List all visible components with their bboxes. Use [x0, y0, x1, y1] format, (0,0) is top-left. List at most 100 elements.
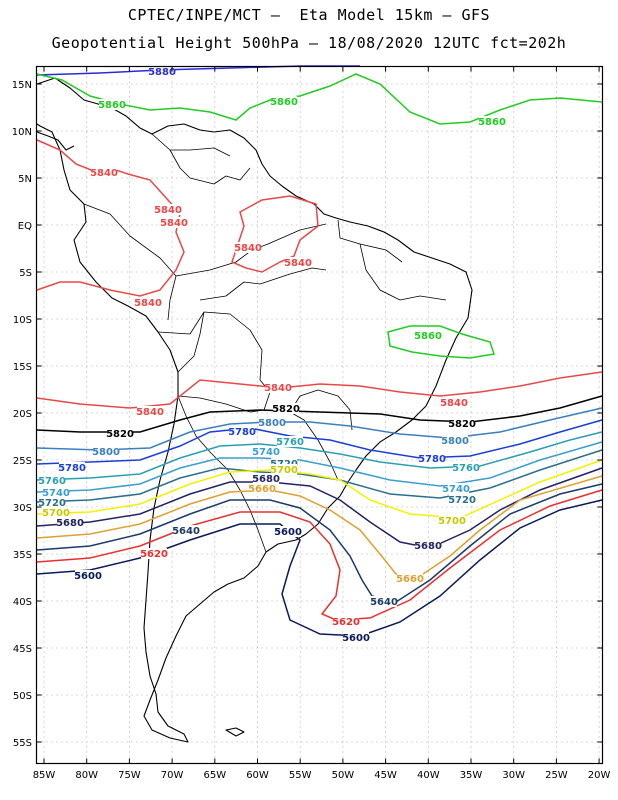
lon-label: 45W	[374, 770, 397, 781]
contour-label-bg	[371, 596, 397, 607]
contour-label: 5840	[160, 218, 188, 229]
contour-label: 5740	[252, 447, 280, 458]
contour-label: 5820	[448, 419, 476, 430]
falklands	[225, 727, 245, 737]
lat-label: 15S	[13, 362, 32, 373]
south-america-outline	[36, 77, 473, 743]
contour-label: 5860	[478, 117, 506, 128]
lat-label: 5N	[18, 174, 32, 185]
contour-label-bg	[43, 507, 69, 518]
lon-label: 50W	[332, 770, 355, 781]
contour-label: 5840	[234, 243, 262, 254]
axis-tick-marks	[36, 66, 603, 764]
contour-label-bg	[39, 475, 65, 486]
lat-label: EQ	[18, 221, 32, 232]
contour-label: 5820	[272, 404, 300, 415]
contour-label-bg	[57, 517, 83, 528]
contour-label: 5640	[370, 597, 398, 608]
contour-label-bg	[277, 436, 303, 447]
lat-label: 55S	[13, 738, 32, 749]
lat-label: 10N	[12, 127, 32, 138]
contour-label: 5800	[92, 447, 120, 458]
lon-label: 20W	[588, 770, 611, 781]
lon-label: 25W	[545, 770, 568, 781]
latitude-labels: 15N 10N 5N EQ 5S 10S 15S 20S 25S 30S 35S 40S 45S 50S 5…	[12, 80, 32, 749]
contour-label: 5620	[332, 617, 360, 628]
contour-label: 5700	[270, 465, 298, 476]
contour-label-bg	[229, 426, 255, 437]
contour-label: 5880	[148, 67, 176, 78]
contour-label-bg	[161, 217, 187, 228]
contour-label: 5700	[438, 516, 466, 527]
contour-label: 5780	[418, 454, 446, 465]
contour-lines	[36, 65, 603, 637]
contour-label: 5840	[440, 398, 468, 409]
contour-label-bg	[155, 204, 181, 215]
contour-label: 5720	[38, 498, 66, 509]
contour-5740	[36, 441, 603, 493]
contour-label-bg	[415, 330, 441, 341]
contour-label: 5800	[258, 418, 286, 429]
contour-label-bg	[249, 483, 275, 494]
contour-label-bg	[149, 66, 175, 77]
map-title-line-2: Geopotential Height 500hPa – 18/08/2020 …	[51, 34, 567, 52]
lat-label: 15N	[12, 80, 32, 91]
contour-label: 5760	[276, 437, 304, 448]
contour-label: 5740	[442, 484, 470, 495]
contour-label: 5780	[228, 427, 256, 438]
contour-label: 5600	[274, 527, 302, 538]
contour-label-bg	[397, 573, 423, 584]
lon-label: 75W	[118, 770, 141, 781]
contour-5760	[36, 431, 603, 481]
contour-label-bg	[443, 483, 469, 494]
lon-label: 55W	[289, 770, 312, 781]
contour-label-bg	[91, 167, 117, 178]
contour-label: 5840	[134, 298, 162, 309]
lat-label: 5S	[19, 268, 32, 279]
lon-label: 35W	[460, 770, 483, 781]
contour-5720	[36, 449, 603, 503]
lat-label: 50S	[13, 691, 32, 702]
contour-5640	[36, 483, 603, 603]
contour-label: 5860	[98, 100, 126, 111]
lat-label: 25S	[13, 456, 32, 467]
contour-5660	[36, 475, 603, 577]
contour-5800	[36, 407, 603, 451]
contour-label: 5840	[90, 168, 118, 179]
contour-5820	[36, 395, 603, 433]
contour-label-bg	[93, 446, 119, 457]
contour-5880	[36, 65, 360, 76]
lon-label: 80W	[75, 770, 98, 781]
contour-label-bg	[39, 497, 65, 508]
contour-label-bg	[259, 417, 285, 428]
lon-label: 70W	[161, 770, 184, 781]
contour-label: 5600	[74, 571, 102, 582]
contour-label-bg	[173, 525, 199, 536]
contour-label: 5620	[140, 549, 168, 560]
contour-label-bg	[253, 473, 279, 484]
andes-borders	[83, 133, 447, 553]
contour-label-bg	[273, 403, 299, 414]
lat-label: 10S	[13, 315, 32, 326]
contour-label-bg	[75, 570, 101, 581]
contour-label: 5740	[42, 488, 70, 499]
contour-label-bg	[135, 297, 161, 308]
map-frame	[35, 65, 604, 765]
contour-label-bg	[479, 116, 505, 127]
contour-label: 5860	[414, 331, 442, 342]
lon-label: 30W	[502, 770, 525, 781]
contour-label: 5680	[56, 518, 84, 529]
lat-label: 20S	[13, 409, 32, 420]
contour-label: 5640	[172, 526, 200, 537]
contour-label-bg	[271, 464, 297, 475]
map-title-line-1: CPTEC/INPE/MCT – Eta Model 15km – GFS	[127, 6, 491, 24]
contour-5780	[36, 419, 603, 465]
contour-label: 5860	[270, 97, 298, 108]
contour-label-bg	[439, 515, 465, 526]
contour-label-bg	[442, 435, 468, 446]
contour-label-bg	[59, 462, 85, 473]
contour-label: 5680	[252, 474, 280, 485]
contour-label-bg	[265, 382, 291, 393]
contour-label-bg	[43, 487, 69, 498]
